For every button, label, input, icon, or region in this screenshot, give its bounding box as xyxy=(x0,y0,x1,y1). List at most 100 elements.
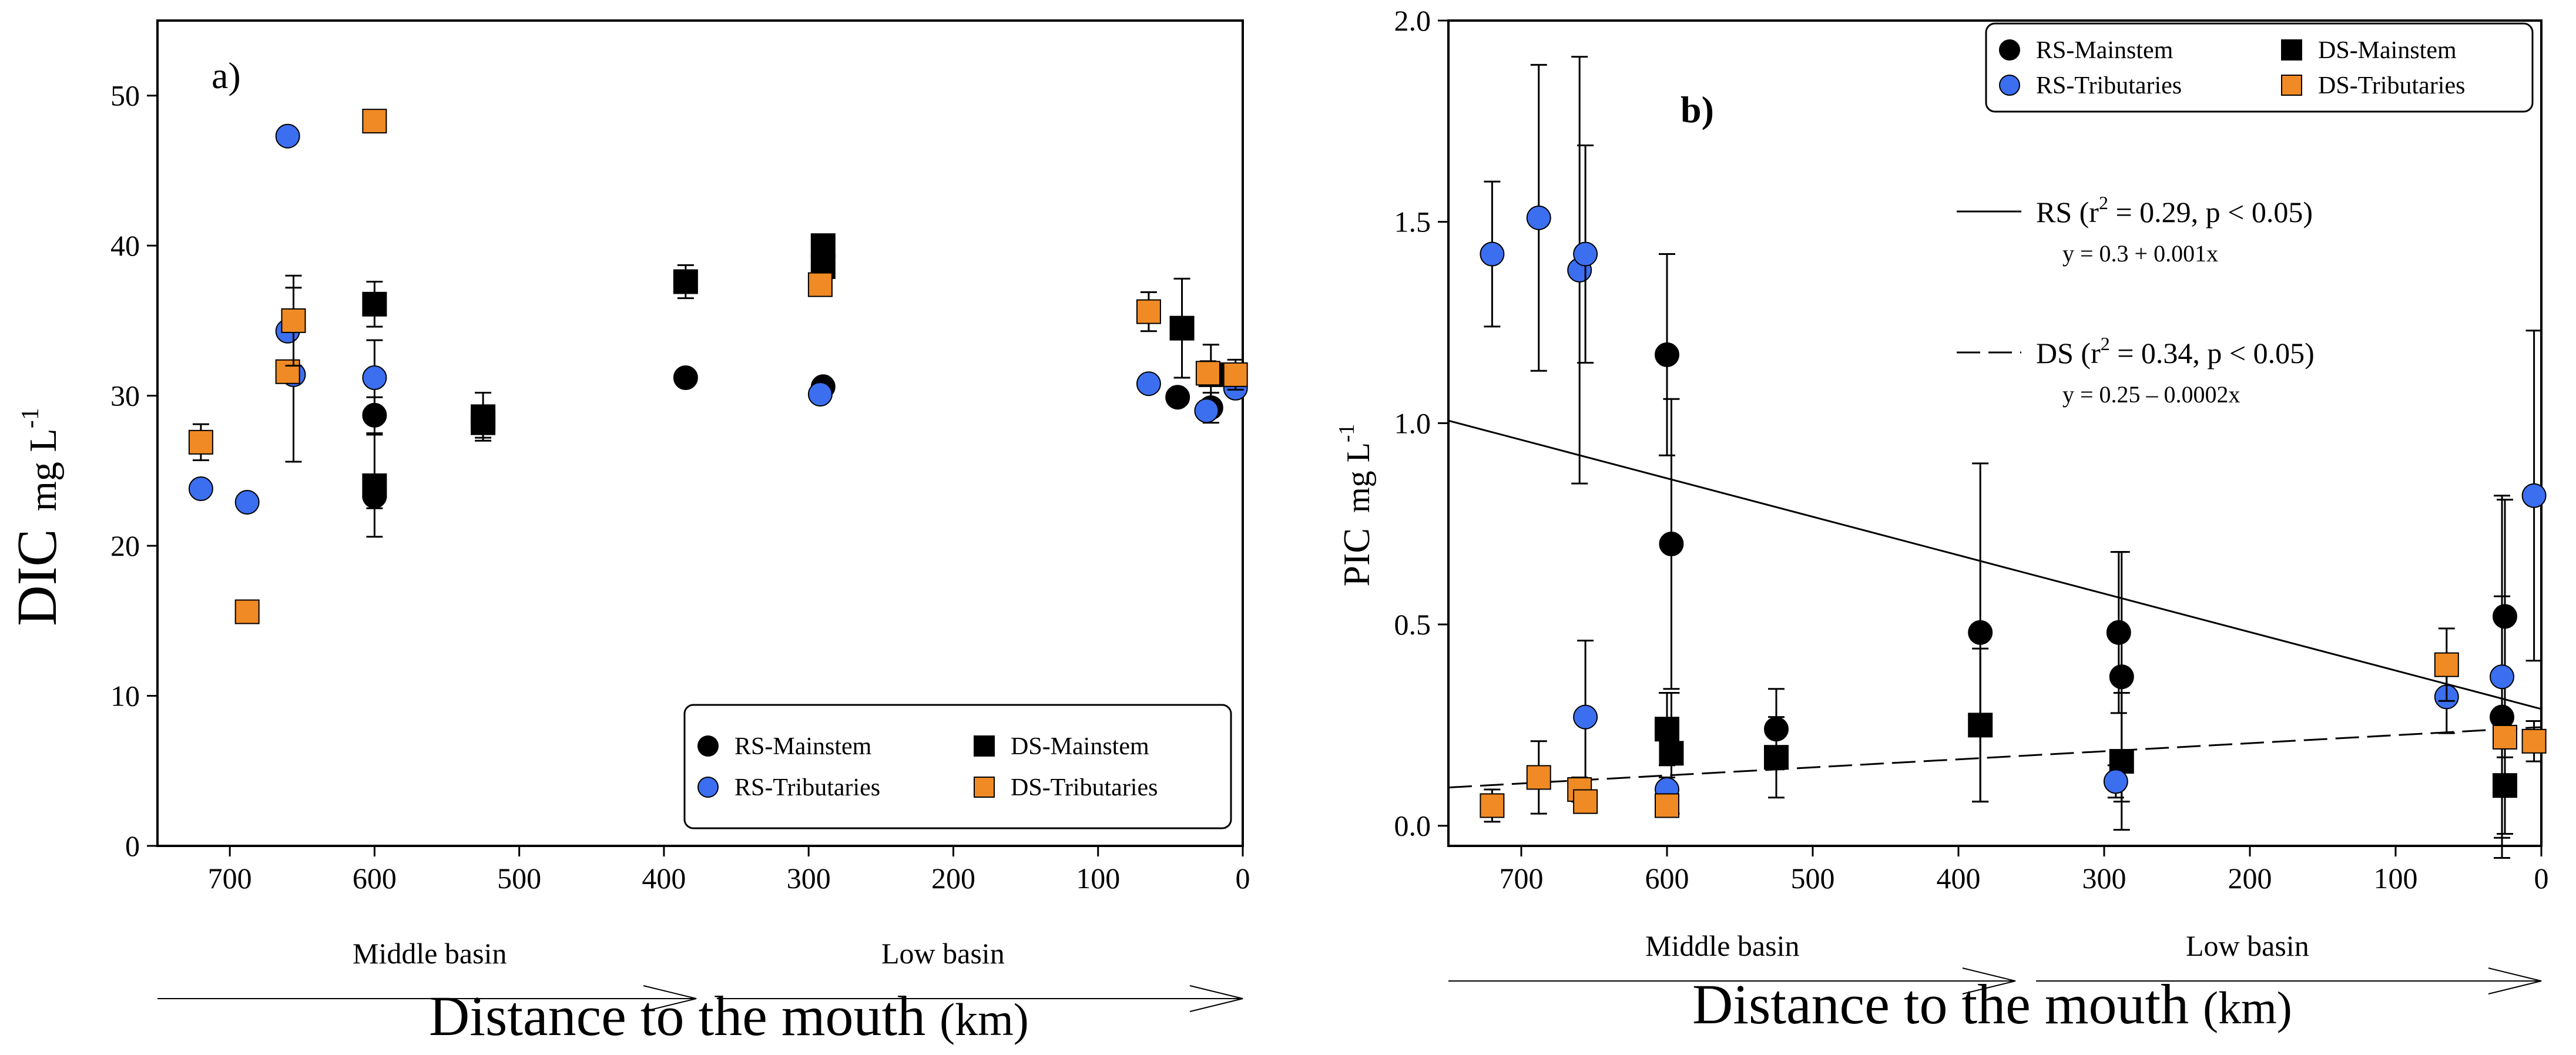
panel-b-xlabel-text: Distance to the mouth xyxy=(1692,973,2189,1036)
ds-mainstem-point xyxy=(673,269,698,294)
panel-a-legend-marker xyxy=(697,735,719,757)
fit-ds-label-main: DS (r xyxy=(2036,337,2101,369)
ds-tributaries-point xyxy=(1480,793,1505,818)
fit-ds-equation: y = 0.25 – 0.0002x xyxy=(2062,381,2240,408)
rs-mainstem-point xyxy=(1968,620,1993,645)
panel-b-xlabel: Distance to the mouth (km) xyxy=(1692,973,2292,1036)
rs-tributaries-point xyxy=(1194,398,1219,424)
rs-mainstem-point xyxy=(2106,620,2131,645)
ds-tributaries-point xyxy=(807,272,833,297)
ds-tributaries-point xyxy=(281,308,306,333)
panel-a-legend-marker xyxy=(697,777,719,798)
panel-a-ylabel: DIC mg L-1 xyxy=(5,408,68,626)
rs-tributaries-point xyxy=(1526,205,1551,230)
panel-a-legend-label: RS-Tributaries xyxy=(734,774,880,801)
ds-tributaries-point xyxy=(234,599,260,624)
panel-a-legend-label: DS-Mainstem xyxy=(1011,733,1149,760)
ds-tributaries-point xyxy=(1195,361,1220,386)
ds-tributaries-point xyxy=(1526,765,1551,790)
panel-a-chart: 700 600 500 400 300 200 100 0 0 10 20 30 40 50 RS-Main… xyxy=(110,19,1250,1012)
fit-rs-label: RS (r2 = 0.29, p < 0.05) xyxy=(2036,192,2313,229)
fit-rs-line xyxy=(1448,419,2542,710)
panel-a-xtick-label: 300 xyxy=(787,862,831,895)
ds-tributaries-point xyxy=(1573,789,1598,814)
panel-a-ytick-label: 20 xyxy=(110,529,140,562)
panel-a-ytick-label: 40 xyxy=(110,229,140,262)
panel-a-ylabel-unit: mg L xyxy=(22,428,65,511)
panel-b-ytick-label: 1.0 xyxy=(1394,406,1431,439)
ds-tributaries-point xyxy=(2521,728,2547,754)
panel-a-ylabel-group: DIC mg L-1 xyxy=(5,408,68,626)
rs-tributaries-point xyxy=(275,123,300,149)
panel-a-legend-label: RS-Mainstem xyxy=(734,733,872,760)
panel-b-ytick-label: 0.0 xyxy=(1394,809,1431,842)
rs-mainstem-point xyxy=(1655,342,1679,367)
ds-tributaries-point xyxy=(2493,724,2517,750)
panel-b-ylabel-unit: mg L xyxy=(1340,442,1377,513)
ds-mainstem-point xyxy=(1968,713,1993,738)
panel-a-legend-marker xyxy=(974,735,995,757)
ds-tributaries-point xyxy=(2434,652,2459,677)
panel-a-legend-label: DS-Tributaries xyxy=(1011,774,1158,801)
panel-a-xtick-label: 600 xyxy=(353,862,397,895)
panel-a-xtick-label: 200 xyxy=(931,862,975,895)
rs-tributaries-point xyxy=(362,365,387,390)
fit-ds-label-sup: 2 xyxy=(2101,333,2110,354)
panel-b-xtick-label: 200 xyxy=(2228,862,2272,895)
rs-mainstem-point xyxy=(2109,664,2134,690)
panel-a-region-low: Low basin xyxy=(881,937,1005,970)
panel-b-ylabel-text: PIC xyxy=(1336,528,1377,587)
panel-a-xtick-label: 100 xyxy=(1076,862,1120,895)
ds-mainstem-point xyxy=(810,233,836,258)
ds-mainstem-point xyxy=(1169,315,1195,341)
panel-b-ytick-label: 0.5 xyxy=(1394,608,1431,641)
rs-mainstem-point xyxy=(2493,604,2517,629)
panel-b-frame xyxy=(1447,19,2543,847)
panel-b-chart: 700 600 500 400 300 200 100 0 0.0 0.5 1.0 1.5 2.0 RS-… xyxy=(1394,4,2549,994)
panel-a-letter: a) xyxy=(212,55,241,96)
panel-a-ytick-label: 10 xyxy=(110,680,140,713)
rs-mainstem-point xyxy=(1659,531,1684,556)
rs-tributaries-point xyxy=(2521,483,2547,508)
panel-b-ylabel: PIC mg L-1 xyxy=(1334,424,1377,586)
ds-tributaries-point xyxy=(1655,793,1679,818)
panel-b-xlabel-unit: (km) xyxy=(2203,982,2292,1033)
panel-a-region-middle: Middle basin xyxy=(353,937,507,970)
fit-rs-label-sup: 2 xyxy=(2099,192,2108,213)
panel-b-legend-label: RS-Mainstem xyxy=(2036,37,2174,64)
panel-a-xlabel: Distance to the mouth (km) xyxy=(429,985,1029,1047)
panel-b-xtick-label: 400 xyxy=(1937,862,1981,895)
panel-a-region-middle-arrow-head xyxy=(643,985,697,1012)
panel-a-xlabel-unit: (km) xyxy=(940,994,1029,1045)
panel-b-legend-label: DS-Mainstem xyxy=(2318,37,2457,64)
panel-b-legend xyxy=(1985,22,2534,113)
panel-a-ylabel-sup: -1 xyxy=(17,408,44,428)
panel-b-legend-label: DS-Tributaries xyxy=(2318,72,2465,99)
panel-a-xtick-label: 700 xyxy=(208,862,252,895)
fit-rs-label-rest: = 0.29, p < 0.05) xyxy=(2108,196,2313,229)
panel-a-ytick-label: 0 xyxy=(125,829,140,862)
rs-tributaries-point xyxy=(1573,704,1598,730)
panel-a-xtick-label: 500 xyxy=(497,862,541,895)
panel-b-legend-marker xyxy=(1999,75,2020,96)
panel-b-legend-marker xyxy=(2281,75,2302,96)
panel-b-legend-marker xyxy=(2281,39,2302,61)
panel-a-xtick-label: 400 xyxy=(642,862,686,895)
ds-mainstem-point xyxy=(1655,717,1679,742)
panel-b-ylabel-group: PIC mg L-1 xyxy=(1334,424,1377,586)
panel-b-legend-marker xyxy=(1999,39,2020,61)
fit-rs-label-main: RS (r xyxy=(2036,196,2099,229)
ds-mainstem-point xyxy=(1764,745,1789,770)
panel-b-xtick-label: 0 xyxy=(2534,862,2549,895)
panel-b-xtick-label: 500 xyxy=(1791,862,1835,895)
panel-b-ylabel-sup: -1 xyxy=(1334,424,1359,442)
panel-a-region-low-arrow-head xyxy=(1189,985,1243,1012)
ds-tributaries-point xyxy=(188,429,213,455)
ds-tributaries-point xyxy=(275,359,300,384)
panel-a-legend xyxy=(683,704,1232,829)
panel-b-region-middle-arrow-head xyxy=(1962,967,2016,994)
panel-b-xtick-label: 700 xyxy=(1500,862,1544,895)
panel-b-ytick-label: 2.0 xyxy=(1394,4,1431,37)
rs-tributaries-point xyxy=(188,476,213,502)
